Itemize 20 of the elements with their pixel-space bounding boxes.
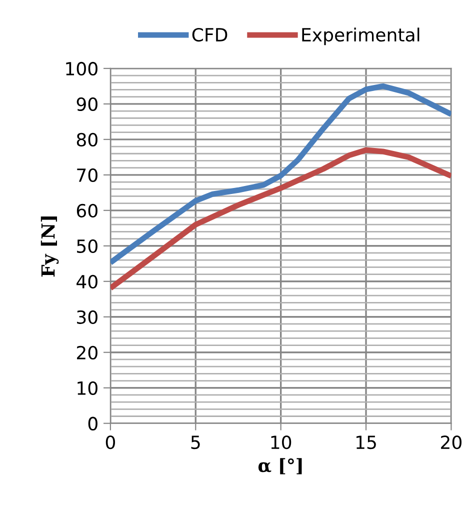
x-tick-label: 15 (356, 436, 376, 450)
y-tick-label: 50 (77, 239, 98, 254)
legend-label: Experimental (302, 28, 420, 46)
y-tick-label: 40 (76, 274, 98, 288)
x-tick-label: 5 (191, 436, 200, 450)
y-tick-label: 90 (76, 97, 98, 112)
y-tick-label: 100 (66, 62, 98, 76)
y-axis-title: Fy [N] (40, 216, 59, 277)
y-tick-label: 80 (76, 132, 98, 147)
x-axis-title: α [°] (258, 458, 302, 474)
x-tick-label: 0 (106, 435, 115, 450)
y-tick-label: 10 (78, 381, 98, 395)
y-tick-label: 0 (88, 416, 98, 430)
x-tick-label: 20 (441, 435, 462, 450)
y-tick-label: 60 (76, 204, 98, 218)
y-tick-label: 20 (76, 346, 98, 360)
y-tick-label: 30 (77, 310, 98, 324)
legend-label: CFD (192, 28, 228, 42)
y-tick-label: 70 (77, 168, 98, 182)
x-tick-label: 10 (271, 435, 292, 450)
